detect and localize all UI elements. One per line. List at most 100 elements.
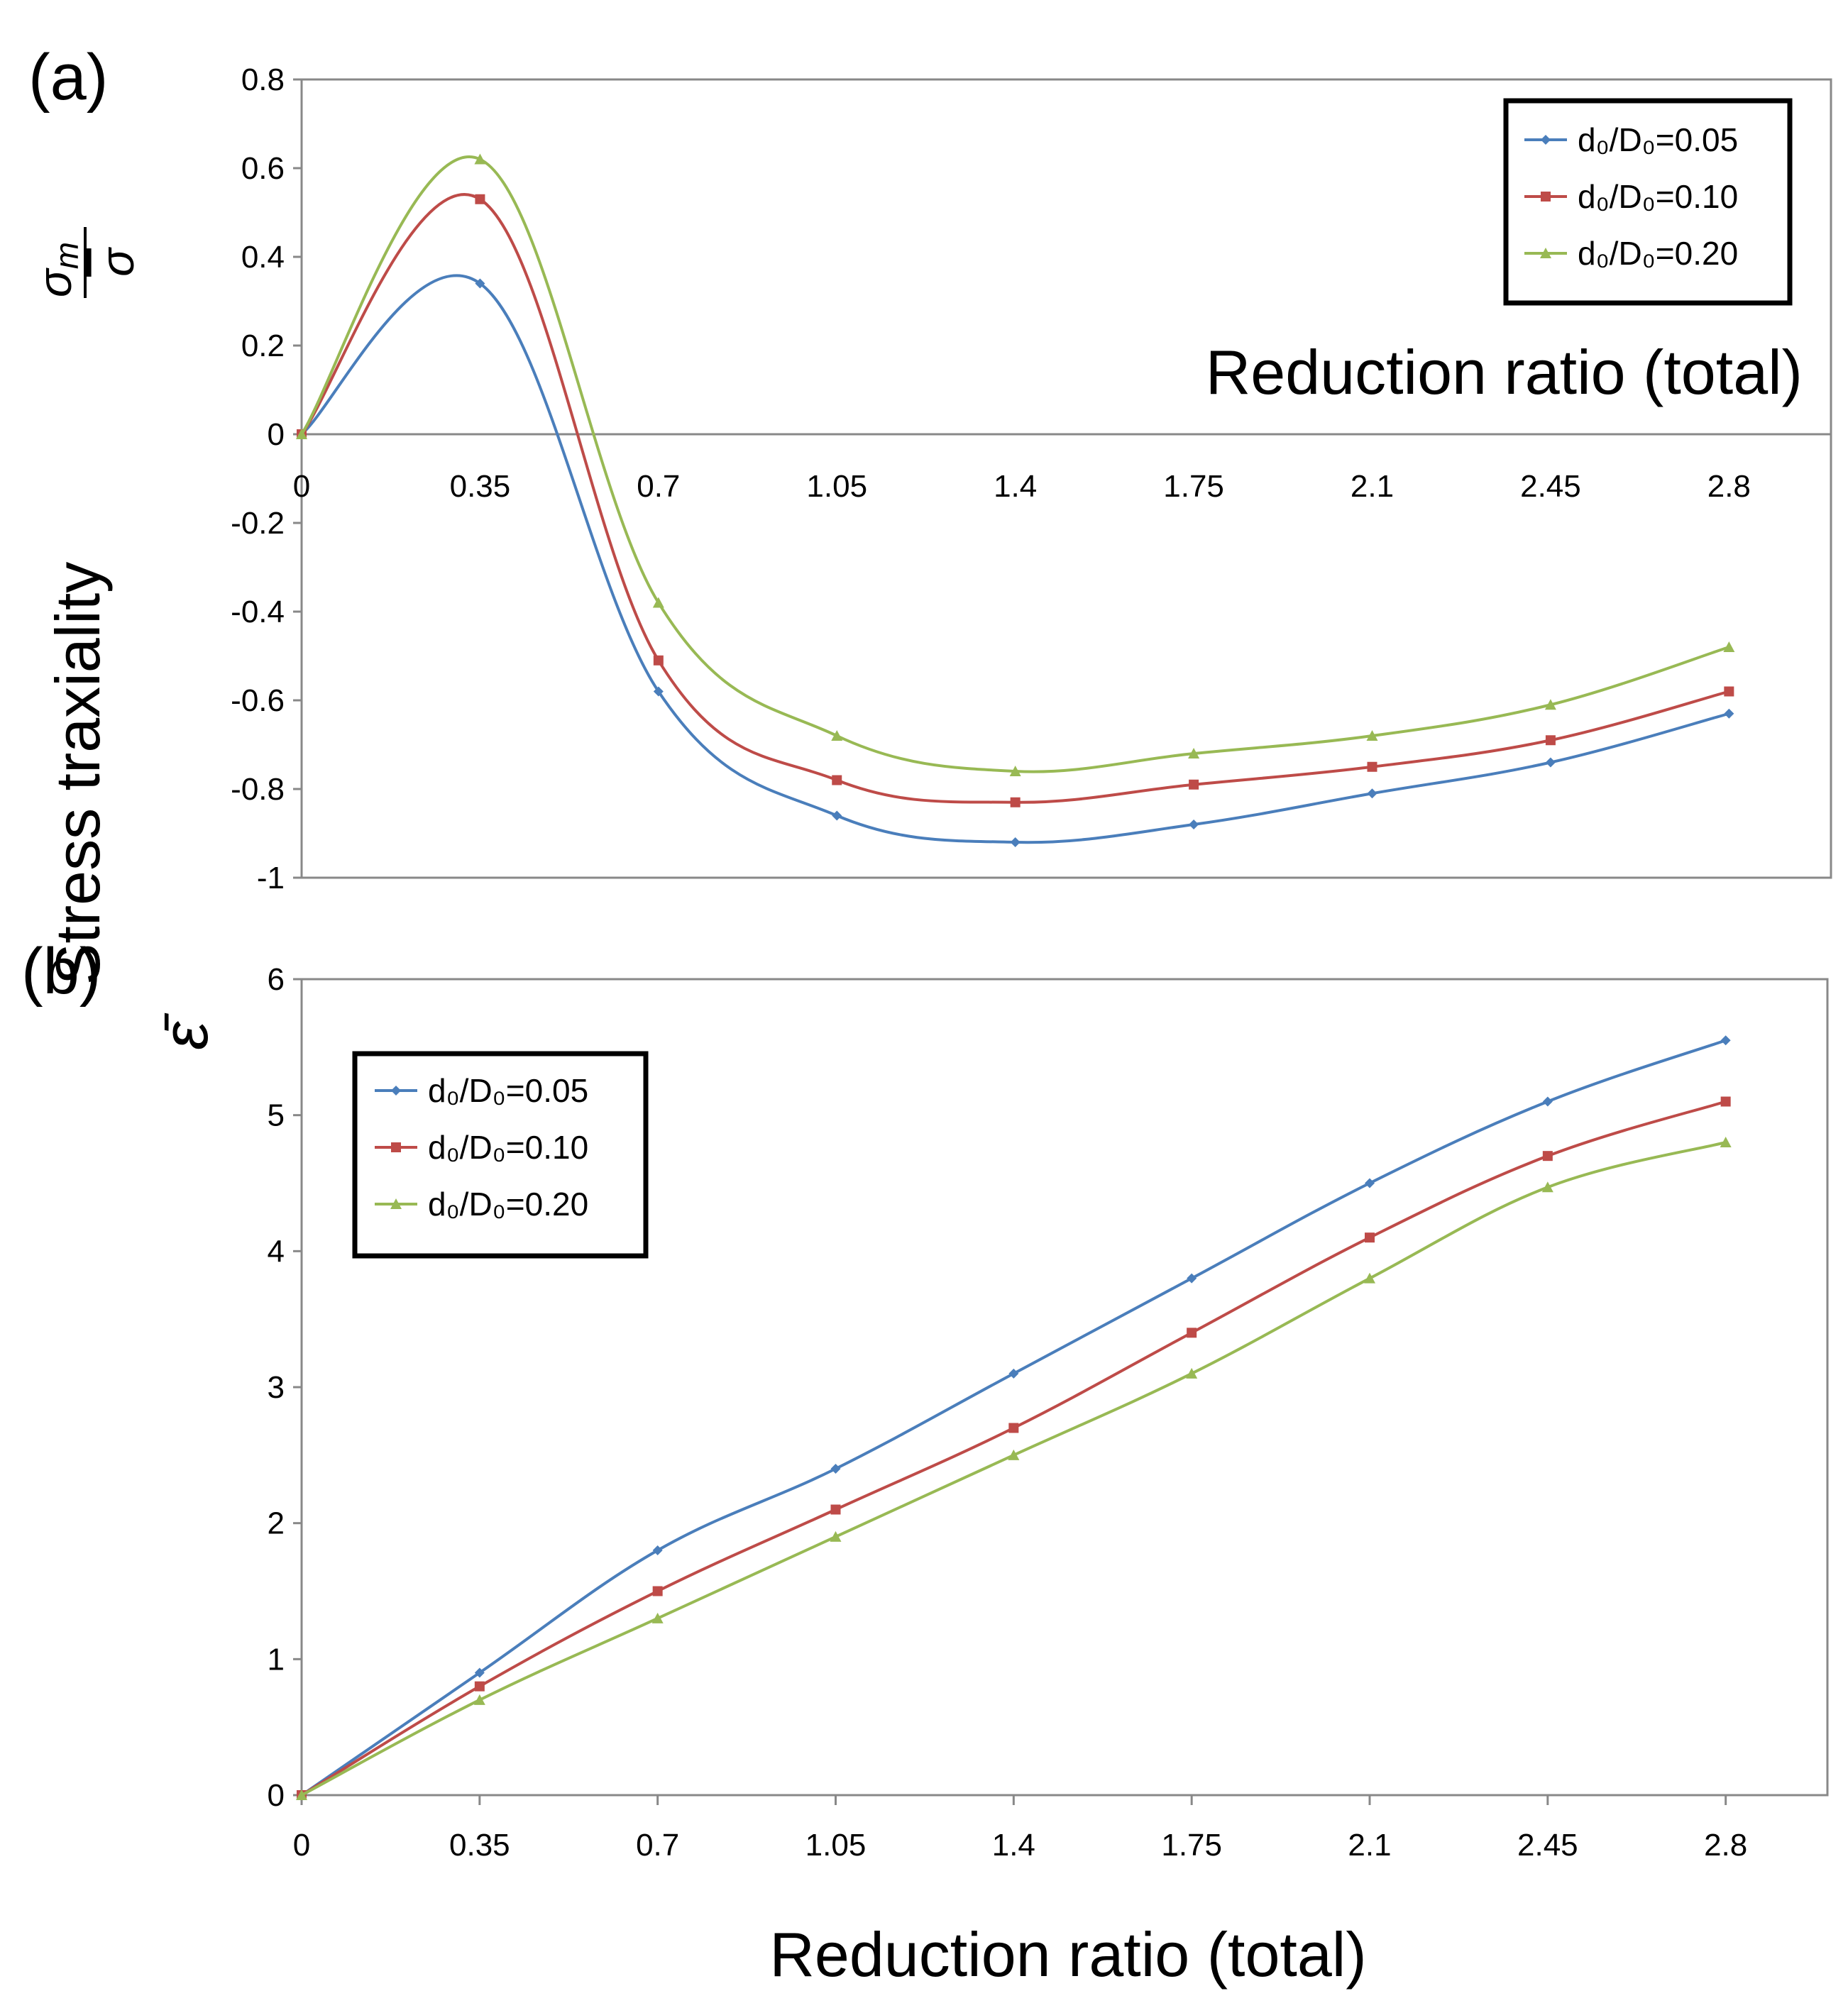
legend-label: d₀/D₀=0.05 [428, 1072, 588, 1109]
data-point [1545, 757, 1556, 768]
panel-a-legend-entries: d₀/D₀=0.05 d₀/D₀=0.10 d₀/D₀=0.20 [1524, 121, 1738, 272]
y-tick-label: 0.6 [241, 151, 285, 186]
panel-b-ylabel: ε̄ [150, 1013, 221, 1050]
y-tick-label: 0.8 [241, 62, 285, 97]
legend-label: d₀/D₀=0.10 [428, 1129, 588, 1166]
series-3 [296, 153, 1735, 776]
data-point [475, 194, 485, 204]
data-point [1723, 641, 1735, 652]
data-point [1364, 1272, 1375, 1284]
data-point [1544, 699, 1556, 710]
panel-a: (a) Stress traxiality σm σ 0.8 0.6 0.4 0.2 0… [28, 41, 1832, 985]
y-tick-label: 0.4 [241, 240, 285, 275]
data-point [832, 775, 842, 785]
data-point [475, 278, 485, 289]
y-tick-label: 5 [268, 1098, 285, 1133]
legend-marker [390, 1198, 402, 1209]
data-point [1541, 1181, 1553, 1193]
data-point [1189, 820, 1199, 829]
legend-entry-2: d₀/D₀=0.10 [375, 1129, 588, 1166]
y-tick-label: -0.4 [231, 595, 285, 629]
y-tick-label: 6 [268, 962, 285, 997]
panel-b: (b) ε̄ 6 5 4 3 2 1 0 0 0.35 0.7 1.05 1.4 1.75 2.1 2.4… [21, 935, 1829, 1990]
panel-b-series [296, 1035, 1732, 1800]
panel-a-legend-box [1503, 98, 1793, 306]
data-point [1720, 1137, 1732, 1147]
data-point [1008, 1423, 1019, 1433]
data-point [1188, 748, 1200, 758]
data-point [1366, 730, 1378, 741]
legend-entry-1: d₀/D₀=0.05 [375, 1072, 588, 1109]
x-tick-label: 2.8 [1704, 1828, 1747, 1863]
x-tick-label: 1.4 [992, 1828, 1035, 1863]
panel-b-y-tick-labels: 6 5 4 3 2 1 0 [268, 962, 302, 1813]
panel-a-legend: d₀/D₀=0.05 d₀/D₀=0.10 d₀/D₀=0.20 [1503, 98, 1793, 306]
x-tick-label: 2.45 [1517, 1828, 1578, 1863]
panel-b-x-tick-labels: 0 0.35 0.7 1.05 1.4 1.75 2.1 2.45 2.8 [293, 1795, 1747, 1863]
y-tick-label: 2 [268, 1506, 285, 1541]
legend-entry-2: d₀/D₀=0.10 [1524, 178, 1738, 215]
x-tick-label: 0 [293, 1828, 310, 1863]
panel-a-x-tick-labels: 0 0.35 0.7 1.05 1.4 1.75 2.1 2.45 2.8 [293, 469, 1751, 504]
y-tick-label: 3 [268, 1370, 285, 1405]
series-3 [296, 1137, 1732, 1800]
x-tick-label: 1.75 [1163, 469, 1224, 504]
legend-entry-3: d₀/D₀=0.20 [375, 1186, 588, 1223]
legend-label: d₀/D₀=0.10 [1578, 178, 1738, 215]
legend-marker [1541, 135, 1551, 145]
panel-a-ylabel-text: Stress traxiality [43, 562, 113, 986]
legend-marker [1541, 192, 1551, 202]
legend-entry-1: d₀/D₀=0.05 [1524, 121, 1738, 158]
panel-b-legend: d₀/D₀=0.05 d₀/D₀=0.10 d₀/D₀=0.20 [352, 1051, 649, 1259]
data-point [1720, 1096, 1731, 1107]
panel-a-y-tick-labels: 0.8 0.6 0.4 0.2 0 -0.2 -0.4 -0.6 -0.8 -1 [231, 62, 302, 895]
x-tick-label: 1.75 [1161, 1828, 1222, 1863]
data-point [1010, 797, 1021, 807]
data-point [474, 1667, 485, 1678]
panel-a-series [296, 153, 1735, 847]
y-tick-label: -0.6 [231, 683, 285, 718]
data-point [1542, 1151, 1553, 1162]
data-point [1186, 1367, 1198, 1379]
legend-marker [391, 1142, 401, 1152]
y-tick-label: 4 [268, 1234, 285, 1269]
panel-a-label: (a) [28, 41, 108, 114]
data-point [1542, 1096, 1553, 1107]
y-tick-label: 0 [268, 417, 285, 452]
series-1 [297, 274, 1734, 847]
data-point [1367, 788, 1377, 799]
data-point [474, 153, 486, 165]
x-tick-label: 2.1 [1348, 1828, 1391, 1863]
data-point [1187, 1273, 1197, 1284]
data-point [1010, 837, 1021, 847]
data-point [652, 597, 664, 608]
legend-marker [1540, 248, 1551, 258]
data-point [473, 1694, 485, 1705]
data-point [1189, 779, 1199, 790]
data-point [830, 1504, 841, 1515]
y-tick-label: 1 [268, 1642, 285, 1677]
y-tick-label: -0.8 [231, 772, 285, 807]
x-tick-label: 0.35 [450, 469, 511, 504]
data-point [830, 1464, 841, 1474]
data-point [1367, 761, 1377, 772]
panel-a-ylabel-fraction: σm σ [28, 227, 143, 298]
x-tick-label: 1.05 [805, 1828, 867, 1863]
data-point [1187, 1328, 1197, 1338]
panel-b-label: (b) [21, 935, 101, 1008]
data-point [651, 1612, 664, 1623]
data-point [1724, 686, 1734, 697]
legend-label: d₀/D₀=0.20 [428, 1186, 588, 1223]
y-tick-label: 0.2 [241, 329, 285, 363]
data-point [296, 1789, 307, 1800]
panel-a-ylabel: Stress traxiality σm σ [28, 227, 143, 985]
data-point [1008, 1449, 1020, 1460]
data-point [1009, 766, 1021, 776]
data-point [1008, 1368, 1019, 1379]
sigma-bar-symbol: σ [91, 247, 143, 277]
panel-a-xlabel: Reduction ratio (total) [1206, 337, 1803, 407]
data-point [1365, 1178, 1375, 1188]
sigma-m-symbol: σm [28, 242, 85, 297]
x-tick-label: 0 [293, 469, 310, 504]
panel-a-plot-area [300, 78, 1832, 879]
